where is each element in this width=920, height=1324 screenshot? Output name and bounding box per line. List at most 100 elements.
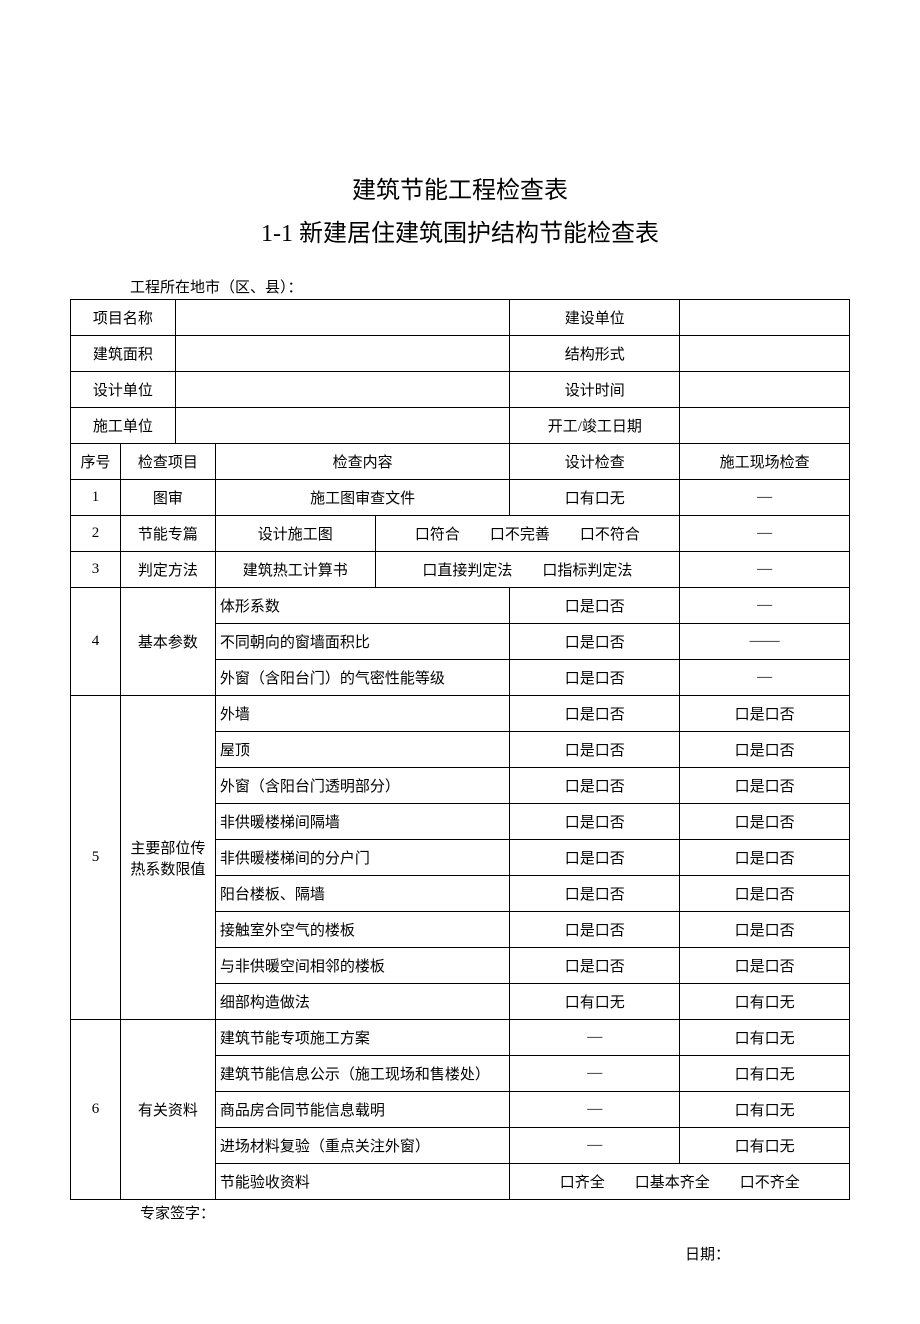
site-cell: — bbox=[680, 516, 850, 552]
table-row: 5 主要部位传热系数限值 外墙 口是口否 口是口否 bbox=[71, 696, 850, 732]
design-cell: 口有口无 bbox=[510, 480, 680, 516]
item-cell: 节能专篇 bbox=[120, 516, 215, 552]
checklist-table: 项目名称 建设单位 建筑面积 结构形式 设计单位 设计时间 施工单位 开工/竣工… bbox=[70, 299, 850, 1200]
content-cell: 外窗（含阳台门透明部分） bbox=[215, 768, 510, 804]
design-cell: 口齐全 口基本齐全 口不齐全 bbox=[510, 1164, 850, 1200]
seq-cell: 6 bbox=[71, 1020, 121, 1200]
page-sub-title: 1-1 新建居住建筑围护结构节能检查表 bbox=[70, 213, 850, 248]
design-cell: 口是口否 bbox=[510, 840, 680, 876]
design-cell: 口是口否 bbox=[510, 660, 680, 696]
content-cell: 外墙 bbox=[215, 696, 510, 732]
design-time-value bbox=[680, 372, 850, 408]
col-content: 检查内容 bbox=[215, 444, 510, 480]
design-cell: 口是口否 bbox=[510, 768, 680, 804]
table-row: 建筑面积 结构形式 bbox=[71, 336, 850, 372]
table-row: 3 判定方法 建筑热工计算书 口直接判定法 口指标判定法 — bbox=[71, 552, 850, 588]
site-cell: 口是口否 bbox=[680, 912, 850, 948]
item-cell: 有关资料 bbox=[120, 1020, 215, 1200]
design-cell: — bbox=[510, 1056, 680, 1092]
design-unit-value bbox=[175, 372, 510, 408]
content-cell: 体形系数 bbox=[215, 588, 510, 624]
site-cell: 口是口否 bbox=[680, 876, 850, 912]
content-cell: 进场材料复验（重点关注外窗） bbox=[215, 1128, 510, 1164]
design-cell: 口是口否 bbox=[510, 912, 680, 948]
site-cell: 口有口无 bbox=[680, 1128, 850, 1164]
site-cell: — bbox=[680, 588, 850, 624]
build-unit-label: 建设单位 bbox=[510, 300, 680, 336]
content-cell: 非供暖楼梯间的分户门 bbox=[215, 840, 510, 876]
site-cell: 口是口否 bbox=[680, 948, 850, 984]
date-footer-label: 日期： bbox=[685, 1243, 850, 1264]
seq-cell: 1 bbox=[71, 480, 121, 516]
site-cell: 口是口否 bbox=[680, 732, 850, 768]
table-header-row: 序号 检查项目 检查内容 设计检查 施工现场检查 bbox=[71, 444, 850, 480]
design-cell: 口是口否 bbox=[510, 624, 680, 660]
struct-form-value bbox=[680, 336, 850, 372]
site-cell: — bbox=[680, 480, 850, 516]
site-cell: — bbox=[680, 660, 850, 696]
design-cell: — bbox=[510, 1092, 680, 1128]
page-main-title: 建筑节能工程检查表 bbox=[70, 170, 850, 205]
table-row: 1 图审 施工图审查文件 口有口无 — bbox=[71, 480, 850, 516]
item-cell: 基本参数 bbox=[120, 588, 215, 696]
area-value bbox=[175, 336, 510, 372]
item-cell: 主要部位传热系数限值 bbox=[120, 696, 215, 1020]
struct-form-label: 结构形式 bbox=[510, 336, 680, 372]
location-label: 工程所在地市（区、县）： bbox=[70, 276, 850, 297]
site-cell: 口是口否 bbox=[680, 696, 850, 732]
col-site-check: 施工现场检查 bbox=[680, 444, 850, 480]
content-cell: 接触室外空气的楼板 bbox=[215, 912, 510, 948]
content-cell: 节能验收资料 bbox=[215, 1164, 510, 1200]
content-cell: 与非供暖空间相邻的楼板 bbox=[215, 948, 510, 984]
design-cell: 口是口否 bbox=[510, 804, 680, 840]
design-cell: 口是口否 bbox=[510, 876, 680, 912]
site-cell: 口是口否 bbox=[680, 840, 850, 876]
constr-unit-value bbox=[175, 408, 510, 444]
site-cell: 口是口否 bbox=[680, 768, 850, 804]
design-cell: 口是口否 bbox=[510, 696, 680, 732]
item-cell: 判定方法 bbox=[120, 552, 215, 588]
table-row: 项目名称 建设单位 bbox=[71, 300, 850, 336]
build-unit-value bbox=[680, 300, 850, 336]
seq-cell: 2 bbox=[71, 516, 121, 552]
design-cell: 口是口否 bbox=[510, 948, 680, 984]
design-time-label: 设计时间 bbox=[510, 372, 680, 408]
constr-unit-label: 施工单位 bbox=[71, 408, 176, 444]
design-cell: 口直接判定法 口指标判定法 bbox=[375, 552, 680, 588]
site-cell: 口有口无 bbox=[680, 984, 850, 1020]
content-cell: 屋顶 bbox=[215, 732, 510, 768]
col-item: 检查项目 bbox=[120, 444, 215, 480]
content-cell: 细部构造做法 bbox=[215, 984, 510, 1020]
date-label: 开工/竣工日期 bbox=[510, 408, 680, 444]
col-seq: 序号 bbox=[71, 444, 121, 480]
design-unit-label: 设计单位 bbox=[71, 372, 176, 408]
design-cell: 口是口否 bbox=[510, 588, 680, 624]
design-cell: 口有口无 bbox=[510, 984, 680, 1020]
site-cell: 口有口无 bbox=[680, 1020, 850, 1056]
col-design-check: 设计检查 bbox=[510, 444, 680, 480]
site-cell: 口是口否 bbox=[680, 804, 850, 840]
proj-name-label: 项目名称 bbox=[71, 300, 176, 336]
signature-label: 专家签字： bbox=[70, 1202, 215, 1223]
proj-name-value bbox=[175, 300, 510, 336]
content-cell: 外窗（含阳台门）的气密性能等级 bbox=[215, 660, 510, 696]
site-cell: — bbox=[680, 552, 850, 588]
seq-cell: 5 bbox=[71, 696, 121, 1020]
content-cell: 施工图审查文件 bbox=[215, 480, 510, 516]
design-cell: — bbox=[510, 1020, 680, 1056]
seq-cell: 4 bbox=[71, 588, 121, 696]
site-cell: 口有口无 bbox=[680, 1056, 850, 1092]
content-cell: 非供暖楼梯间隔墙 bbox=[215, 804, 510, 840]
table-row: 6 有关资料 建筑节能专项施工方案 — 口有口无 bbox=[71, 1020, 850, 1056]
content-cell: 建筑热工计算书 bbox=[215, 552, 375, 588]
date-value bbox=[680, 408, 850, 444]
item-cell: 图审 bbox=[120, 480, 215, 516]
area-label: 建筑面积 bbox=[71, 336, 176, 372]
content-cell: 商品房合同节能信息载明 bbox=[215, 1092, 510, 1128]
table-row: 设计单位 设计时间 bbox=[71, 372, 850, 408]
design-cell: — bbox=[510, 1128, 680, 1164]
table-row: 4 基本参数 体形系数 口是口否 — bbox=[71, 588, 850, 624]
content-cell: 阳台楼板、隔墙 bbox=[215, 876, 510, 912]
content-cell: 建筑节能信息公示（施工现场和售楼处） bbox=[215, 1056, 510, 1092]
table-row: 2 节能专篇 设计施工图 口符合 口不完善 口不符合 — bbox=[71, 516, 850, 552]
